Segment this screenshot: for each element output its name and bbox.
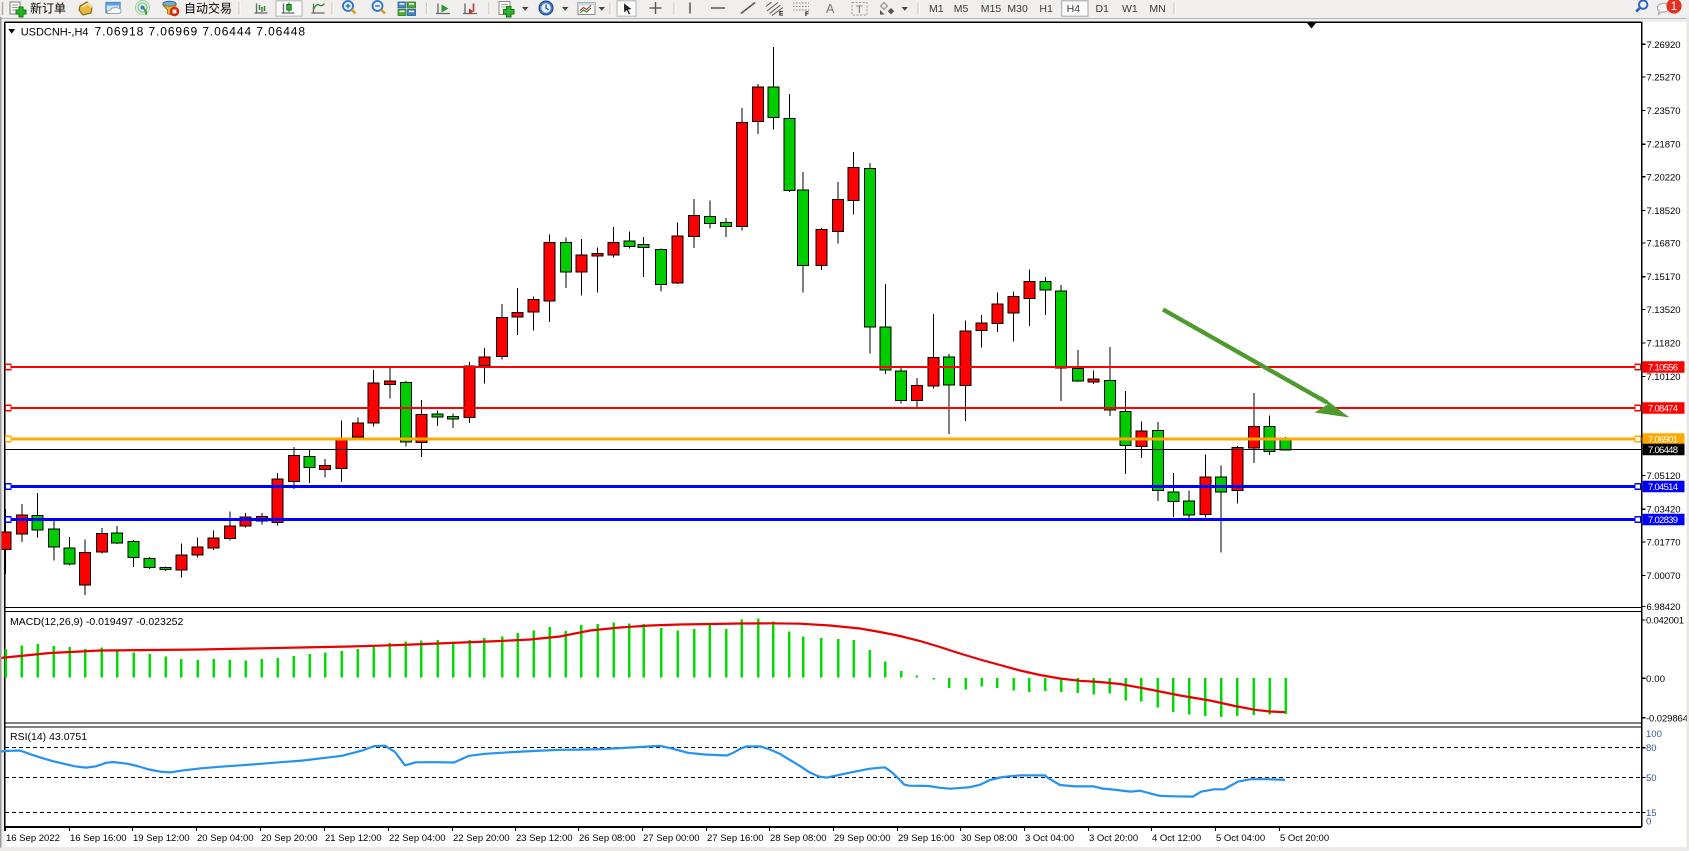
svg-text:29 Sep 00:00: 29 Sep 00:00 bbox=[834, 833, 891, 844]
svg-text:26 Sep 08:00: 26 Sep 08:00 bbox=[579, 833, 636, 844]
svg-text:4 Oct 12:00: 4 Oct 12:00 bbox=[1152, 833, 1201, 844]
svg-text:7.02839: 7.02839 bbox=[1648, 515, 1678, 526]
svg-text:16 Sep 2022: 16 Sep 2022 bbox=[6, 833, 60, 844]
svg-text:RSI(14) 43.0751: RSI(14) 43.0751 bbox=[10, 731, 87, 743]
svg-text:-0.029864: -0.029864 bbox=[1646, 713, 1688, 724]
svg-text:20 Sep 20:00: 20 Sep 20:00 bbox=[261, 833, 318, 844]
svg-text:28 Sep 08:00: 28 Sep 08:00 bbox=[770, 833, 827, 844]
svg-text:19 Sep 12:00: 19 Sep 12:00 bbox=[133, 833, 190, 844]
svg-text:16 Sep 16:00: 16 Sep 16:00 bbox=[70, 833, 127, 844]
svg-text:D1: D1 bbox=[1095, 3, 1109, 15]
svg-text:22 Sep 04:00: 22 Sep 04:00 bbox=[389, 833, 446, 844]
svg-text:MN: MN bbox=[1149, 3, 1165, 15]
svg-text:7.06901: 7.06901 bbox=[1648, 435, 1678, 446]
svg-text:7.11820: 7.11820 bbox=[1647, 339, 1681, 350]
svg-text:7.15170: 7.15170 bbox=[1647, 272, 1681, 283]
svg-text:H1: H1 bbox=[1039, 3, 1053, 15]
svg-text:22 Sep 20:00: 22 Sep 20:00 bbox=[453, 833, 510, 844]
svg-text:A: A bbox=[826, 2, 835, 16]
svg-text:M5: M5 bbox=[954, 3, 969, 15]
svg-text:1: 1 bbox=[1671, 1, 1677, 13]
svg-text:7.08474: 7.08474 bbox=[1648, 404, 1678, 415]
svg-text:M1: M1 bbox=[929, 3, 944, 15]
svg-text:7.00070: 7.00070 bbox=[1647, 571, 1681, 582]
svg-text:5 Oct 04:00: 5 Oct 04:00 bbox=[1216, 833, 1265, 844]
svg-text:7.05120: 7.05120 bbox=[1647, 471, 1681, 482]
svg-text:27 Sep 16:00: 27 Sep 16:00 bbox=[707, 833, 764, 844]
svg-text:7.03420: 7.03420 bbox=[1647, 505, 1681, 516]
svg-text:5 Oct 20:00: 5 Oct 20:00 bbox=[1280, 833, 1329, 844]
svg-text:MACD(12,26,9) -0.019497 -0.023: MACD(12,26,9) -0.019497 -0.023252 bbox=[10, 616, 184, 628]
svg-text:29 Sep 16:00: 29 Sep 16:00 bbox=[898, 833, 955, 844]
svg-text:20 Sep 04:00: 20 Sep 04:00 bbox=[197, 833, 254, 844]
svg-text:USDCNH-,H47.06918 7.06969 7.06: USDCNH-,H4 7.06918 7.06969 7.06444 7.0644… bbox=[21, 24, 306, 38]
svg-text:新订单: 新订单 bbox=[30, 1, 66, 16]
svg-text:T: T bbox=[856, 4, 863, 16]
svg-text:3 Oct 20:00: 3 Oct 20:00 bbox=[1089, 833, 1138, 844]
svg-text:30 Sep 08:00: 30 Sep 08:00 bbox=[961, 833, 1018, 844]
svg-text:7.26920: 7.26920 bbox=[1647, 40, 1681, 51]
svg-text:自动交易: 自动交易 bbox=[184, 1, 232, 16]
svg-text:100: 100 bbox=[1646, 729, 1662, 740]
svg-text:7.21870: 7.21870 bbox=[1647, 140, 1681, 151]
svg-text:15: 15 bbox=[1646, 808, 1657, 819]
svg-text:7.13520: 7.13520 bbox=[1647, 305, 1681, 316]
svg-text:23 Sep 12:00: 23 Sep 12:00 bbox=[516, 833, 573, 844]
svg-text:H4: H4 bbox=[1067, 3, 1081, 15]
svg-text:M15: M15 bbox=[981, 3, 1002, 15]
svg-text:0.00: 0.00 bbox=[1646, 674, 1665, 685]
svg-text:7.25270: 7.25270 bbox=[1647, 73, 1681, 84]
svg-text:7.10556: 7.10556 bbox=[1648, 363, 1678, 374]
svg-text:7.20220: 7.20220 bbox=[1647, 172, 1681, 183]
svg-text:F: F bbox=[805, 11, 809, 18]
svg-text:27 Sep 00:00: 27 Sep 00:00 bbox=[643, 833, 700, 844]
svg-text:6.98420: 6.98420 bbox=[1647, 602, 1681, 613]
svg-text:80: 80 bbox=[1646, 743, 1657, 754]
svg-text:7.06448: 7.06448 bbox=[1648, 445, 1678, 456]
svg-text:7.23570: 7.23570 bbox=[1647, 106, 1681, 117]
svg-text:7.01770: 7.01770 bbox=[1647, 537, 1681, 548]
svg-text:0: 0 bbox=[1646, 816, 1651, 827]
svg-text:W1: W1 bbox=[1122, 3, 1138, 15]
svg-text:7.16870: 7.16870 bbox=[1647, 239, 1681, 250]
svg-text:50: 50 bbox=[1646, 773, 1657, 784]
svg-text:7.04514: 7.04514 bbox=[1648, 482, 1678, 493]
svg-text:21 Sep 12:00: 21 Sep 12:00 bbox=[325, 833, 382, 844]
svg-text:3 Oct 04:00: 3 Oct 04:00 bbox=[1025, 833, 1074, 844]
svg-text:M30: M30 bbox=[1007, 3, 1028, 15]
svg-text:0.042001: 0.042001 bbox=[1646, 616, 1684, 627]
svg-text:E: E bbox=[779, 11, 784, 18]
svg-text:7.18520: 7.18520 bbox=[1647, 206, 1681, 217]
svg-text:7.10120: 7.10120 bbox=[1647, 372, 1681, 383]
